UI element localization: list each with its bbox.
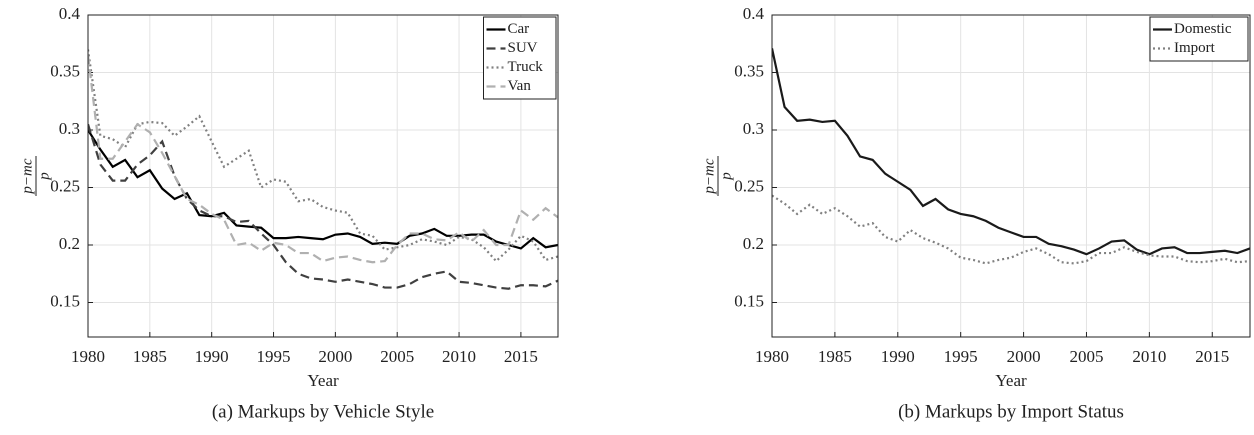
y-label-numerator: p−mc [701,158,717,194]
y-tick-label: 0.35 [50,61,80,80]
x-tick-label: 1990 [881,347,915,366]
y-tick-label: 0.4 [743,4,765,23]
y-tick-label: 0.15 [734,291,764,310]
y-tick-label: 0.25 [734,176,764,195]
chart-panel: 0.15 0.2 0.25 0.3 0.35 0.4 1980 1985 1990 1995 200… [701,4,1251,422]
legend-label: Truck [508,59,544,75]
x-tick-label: 1985 [133,347,167,366]
x-tick-label: 2015 [1195,347,1229,366]
y-tick-label: 0.3 [743,119,764,138]
y-tick-label: 0.3 [59,119,80,138]
y-tick-label: 0.2 [743,234,764,253]
x-tick-label: 1995 [944,347,978,366]
y-tick-label: 0.35 [734,61,764,80]
legend-label: Import [1174,40,1216,56]
x-tick-label: 1985 [818,347,852,366]
y-label-numerator: p−mc [19,158,35,194]
x-tick-label: 1995 [257,347,291,366]
x-tick-label: 1990 [195,347,229,366]
y-label-denominator: p [36,172,52,181]
series-line [772,48,1250,256]
x-axis-label: Year [307,371,339,390]
x-tick-label: 2010 [442,347,476,366]
legend: Domestic Import [1149,16,1249,62]
legend-label: Car [508,21,530,37]
caption: (b) Markups by Import Status [898,401,1124,422]
x-tick-label: 1980 [755,347,789,366]
x-tick-label: 2015 [504,347,538,366]
x-tick-label: 1980 [71,347,105,366]
y-axis-label: p−mc p [701,156,734,196]
x-tick-label: 2010 [1132,347,1166,366]
caption: (a) Markups by Vehicle Style [212,401,434,422]
y-tick-label: 0.25 [50,176,80,195]
series-line [88,129,558,250]
chart-panel: 0.15 0.2 0.25 0.3 0.35 0.4 1980 1985 1990 1995 200… [19,4,559,422]
x-tick-label: 2005 [1069,347,1103,366]
y-tick-label: 0.15 [50,291,80,310]
x-axis-label: Year [995,371,1027,390]
legend-label: SUV [508,40,538,56]
plot-frame [87,14,559,338]
legend-label: Van [508,78,532,94]
legend: Car SUV Truck Van [483,16,557,100]
series-line [88,123,558,290]
y-axis-label: p−mc p [19,156,52,196]
y-label-denominator: p [718,172,734,181]
series-line [772,194,1250,265]
x-tick-label: 2005 [380,347,414,366]
x-tick-label: 2000 [318,347,352,366]
legend-label: Domestic [1174,21,1232,37]
x-tick-label: 2000 [1007,347,1041,366]
plot-frame [771,14,1251,338]
series-line [88,49,558,263]
y-tick-label: 0.2 [59,234,80,253]
legend-box [483,16,557,100]
y-tick-label: 0.4 [59,4,81,23]
legend-box [1149,16,1249,62]
